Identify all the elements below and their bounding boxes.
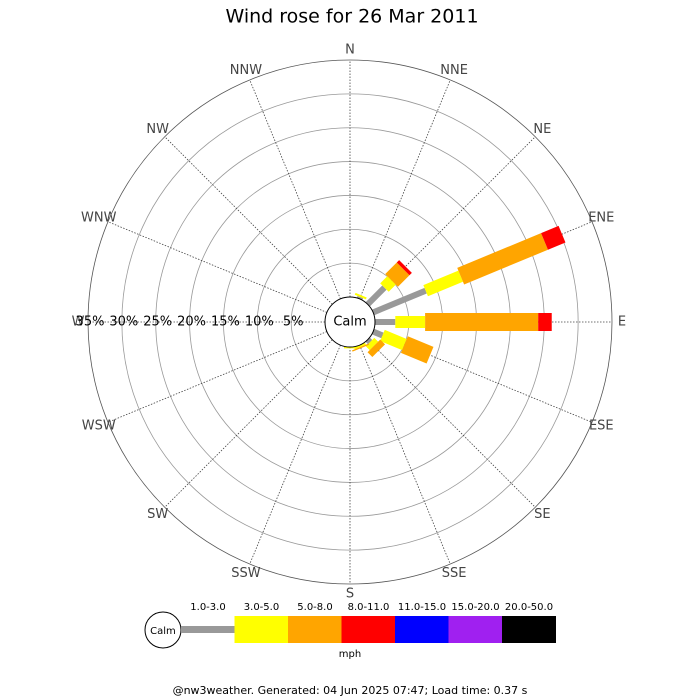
ring-label: 15% — [211, 315, 240, 330]
footer: @nw3weather. Generated: 04 Jun 2025 07:4… — [173, 684, 528, 697]
direction-label: N — [345, 43, 355, 58]
ring-label: 30% — [109, 315, 138, 330]
bar-segment — [354, 342, 366, 350]
legend-label: 8.0-11.0 — [348, 602, 390, 613]
legend-swatch — [288, 616, 342, 643]
bar-segment — [395, 316, 426, 328]
calm-circle — [324, 296, 376, 348]
bar-segment — [371, 287, 427, 316]
legend-swatch — [502, 616, 556, 643]
legend-swatch — [234, 616, 289, 643]
bar-segment — [365, 337, 373, 345]
legend-label: 15.0-20.0 — [451, 602, 499, 613]
legend-label: 1.0-3.0 — [190, 602, 225, 613]
spoke — [107, 331, 328, 423]
legend-swatch — [395, 616, 449, 643]
legend-swatch — [448, 616, 503, 643]
bar-segment — [380, 276, 396, 292]
direction-label: SW — [147, 507, 168, 522]
direction-label: S — [346, 587, 354, 602]
bar-segment — [354, 292, 367, 300]
bar-segment — [356, 295, 364, 301]
bar-segment — [380, 329, 407, 351]
spoke — [164, 136, 333, 305]
legend-label: 5.0-8.0 — [297, 602, 332, 613]
direction-label: W — [72, 315, 85, 330]
ring — [121, 93, 579, 551]
bar-segment — [423, 270, 463, 297]
chart-title: Wind rose for 26 Mar 2011 — [225, 6, 478, 28]
spoke — [359, 344, 451, 565]
direction-label: E — [618, 315, 626, 330]
legend-swatch — [181, 626, 235, 633]
bar-segment — [344, 347, 356, 349]
spoke — [107, 221, 328, 313]
bar-segment — [400, 336, 434, 364]
bar-segment — [375, 319, 396, 325]
bar-segment — [457, 233, 548, 285]
bar-segment — [385, 262, 410, 287]
bar-segment — [425, 313, 539, 331]
ring-label: 10% — [245, 315, 274, 330]
direction-label: NE — [533, 122, 551, 137]
ring — [87, 59, 613, 585]
ring-label: 35% — [76, 315, 105, 330]
direction-label: NW — [146, 122, 169, 137]
spoke — [367, 339, 536, 508]
bar-segment — [367, 339, 386, 358]
spoke — [164, 339, 333, 508]
spoke — [359, 79, 451, 300]
spoke — [249, 344, 341, 565]
ring-label: 25% — [143, 315, 172, 330]
bar-segment — [396, 260, 412, 276]
legend-unit: mph — [339, 649, 361, 660]
direction-label: ENE — [588, 210, 614, 225]
bar-segment — [352, 343, 370, 352]
direction-label: SSW — [231, 566, 261, 581]
direction-label: NNE — [440, 63, 468, 78]
legend-swatch — [341, 616, 396, 643]
ring-label: 20% — [177, 315, 206, 330]
ring-label: 5% — [283, 315, 304, 330]
direction-label: SSE — [442, 566, 467, 581]
spoke — [249, 79, 341, 300]
legend-label: 3.0-5.0 — [244, 602, 279, 613]
legend-label: 11.0-15.0 — [398, 602, 446, 613]
direction-label: WNW — [81, 210, 117, 225]
direction-label: ESE — [589, 419, 614, 434]
direction-label: SE — [534, 507, 550, 522]
bar-segment — [371, 328, 384, 339]
legend-label: 20.0-50.0 — [505, 602, 553, 613]
calm-label: Calm — [333, 315, 366, 330]
bar-segment — [541, 225, 566, 250]
bar-segment — [538, 313, 552, 331]
bar-segment — [365, 285, 387, 307]
bar-segment — [365, 337, 379, 351]
direction-label: WSW — [82, 419, 116, 434]
direction-label: NNW — [230, 63, 262, 78]
legend-calm-label: Calm — [150, 626, 176, 637]
